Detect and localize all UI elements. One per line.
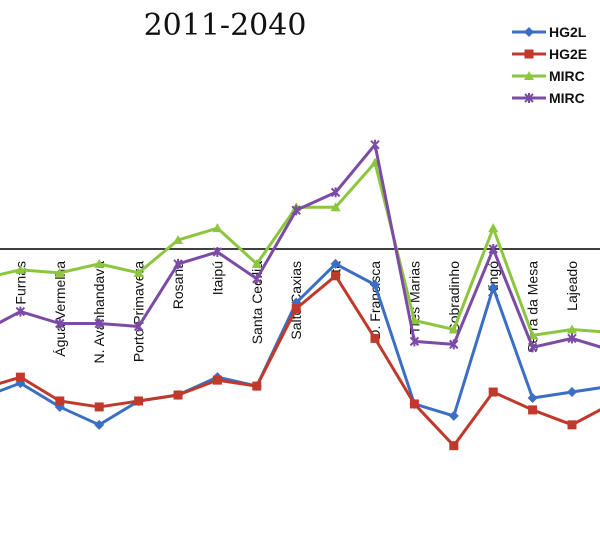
- x-tick-label: D. Francisca: [367, 261, 383, 340]
- data-point: [291, 304, 301, 314]
- legend-label: MIRC: [549, 68, 585, 84]
- data-point: [527, 393, 538, 403]
- data-point: [528, 405, 538, 415]
- data-point: [212, 246, 223, 257]
- data-point: [15, 264, 26, 274]
- data-point: [15, 306, 26, 317]
- legend-label: HG2E: [549, 46, 587, 62]
- data-point: [330, 258, 341, 269]
- data-point: [173, 390, 183, 400]
- data-point: [55, 318, 65, 329]
- x-tick-label: Serra da Mesa: [525, 261, 541, 353]
- series-4: [0, 139, 600, 353]
- data-point: [448, 324, 459, 334]
- data-point: [449, 339, 459, 350]
- data-point: [370, 333, 380, 343]
- data-point: [212, 223, 223, 233]
- legend-label: HG2L: [549, 24, 587, 40]
- x-tick-label: Água Vermelha: [52, 261, 68, 357]
- data-point: [251, 258, 262, 268]
- data-point: [370, 279, 380, 290]
- data-point: [409, 399, 419, 409]
- data-point: [133, 321, 144, 332]
- category-axis: Furnas Água Vermelha N. Avanhandava Porto P…: [12, 261, 580, 364]
- data-point: [488, 282, 499, 293]
- data-point: [252, 273, 262, 284]
- legend: HG2L HG2E MIRC MIRC: [512, 24, 587, 106]
- data-point: [94, 258, 105, 268]
- chart-title: 2011-2040: [144, 8, 307, 43]
- data-point: [567, 387, 577, 398]
- data-point: [488, 223, 499, 233]
- series-layer: [0, 139, 600, 451]
- data-point: [252, 381, 262, 391]
- data-point: [54, 267, 65, 277]
- data-point: [15, 372, 25, 382]
- data-point: [134, 396, 144, 406]
- legend-item: MIRC: [512, 90, 585, 106]
- data-point: [409, 336, 420, 347]
- data-point: [94, 402, 104, 412]
- data-point: [567, 324, 577, 334]
- data-point: [173, 258, 183, 269]
- data-point: [488, 244, 498, 254]
- legend-label: MIRC: [549, 90, 585, 106]
- series-2: [0, 271, 600, 451]
- data-point: [94, 318, 104, 329]
- data-point: [173, 235, 183, 245]
- data-point: [291, 205, 301, 216]
- legend-item: HG2E: [512, 46, 587, 62]
- x-tick-label: Itaipú: [209, 261, 225, 295]
- data-point: [94, 419, 105, 430]
- x-tick-label: N. Avanhandava: [91, 261, 107, 364]
- data-point: [524, 93, 534, 103]
- data-point: [370, 139, 380, 150]
- x-tick-label: Lajeado: [564, 261, 580, 311]
- data-point: [488, 387, 498, 397]
- data-point: [330, 187, 341, 198]
- data-point: [55, 396, 65, 406]
- x-tick-label: Sobradinho: [446, 261, 462, 333]
- data-point: [567, 420, 577, 430]
- legend-item: MIRC: [512, 68, 585, 84]
- data-point: [524, 27, 534, 37]
- legend-item: HG2L: [512, 24, 587, 40]
- data-point: [133, 267, 144, 277]
- data-point: [524, 71, 534, 80]
- data-point: [449, 441, 459, 451]
- data-point: [527, 342, 538, 353]
- x-tick-label: Porto Primavera: [131, 261, 147, 362]
- data-point: [212, 375, 222, 385]
- data-point: [330, 202, 341, 212]
- data-point: [331, 271, 341, 281]
- data-point: [567, 333, 577, 344]
- data-point: [524, 49, 534, 59]
- data-point: [448, 410, 459, 421]
